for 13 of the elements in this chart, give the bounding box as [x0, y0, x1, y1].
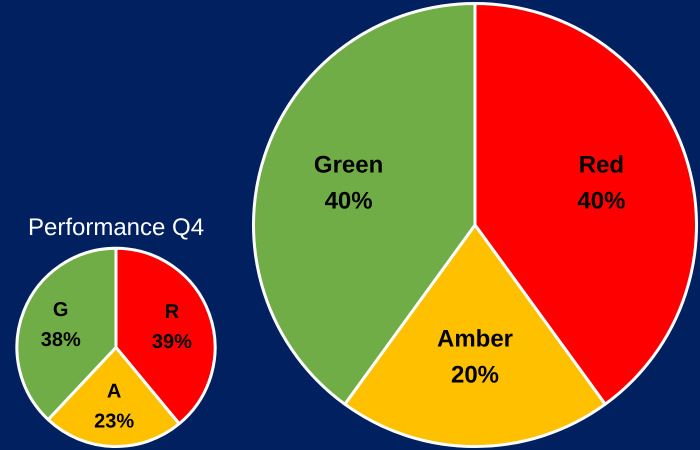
data-label: 38%: [40, 329, 81, 352]
data-label: 20%: [450, 362, 500, 389]
chart-title: Performance Q4: [28, 214, 204, 242]
data-label: 23%: [94, 410, 134, 432]
data-label: 39%: [152, 330, 192, 353]
slice-label: R: [164, 300, 180, 323]
slice-label: Red: [578, 152, 624, 179]
data-label: 40%: [577, 188, 626, 215]
slice-label: Amber: [436, 326, 514, 353]
data-label: 40%: [324, 188, 373, 215]
slice-label: G: [52, 299, 68, 322]
slice-label: A: [106, 380, 122, 402]
slice-label: Green: [314, 152, 384, 179]
